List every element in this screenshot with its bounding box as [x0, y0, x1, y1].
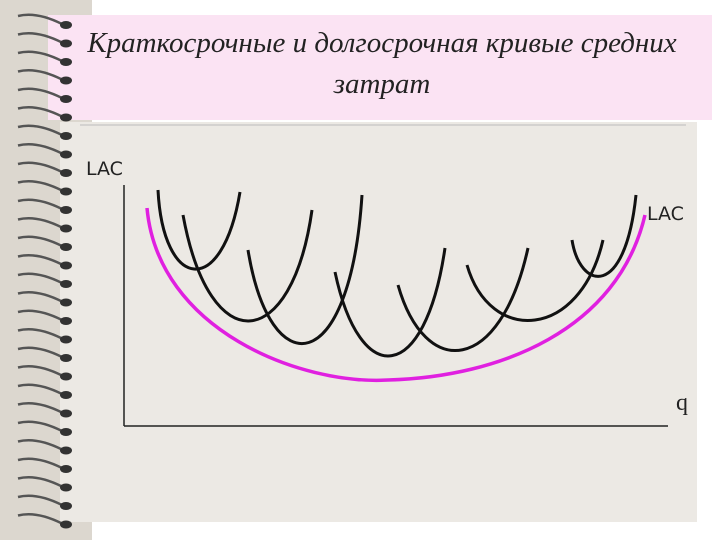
- spiral-ring: [17, 87, 63, 100]
- spiral-hole: [60, 76, 72, 85]
- spiral-ring: [17, 401, 63, 414]
- spiral-ring: [17, 161, 63, 174]
- spiral-hole: [60, 132, 72, 140]
- spiral-hole: [60, 409, 72, 418]
- lac-curve: [145, 207, 647, 383]
- spiral-ring: [17, 346, 63, 359]
- curve-label: LAC: [647, 203, 684, 225]
- spiral-hole: [60, 95, 72, 103]
- spiral-hole: [60, 58, 72, 66]
- spiral-ring: [17, 290, 63, 303]
- spiral-hole: [60, 261, 72, 270]
- spiral-ring: [17, 494, 63, 507]
- y-axis-label: LAC: [86, 158, 123, 180]
- spiral-ring: [17, 124, 63, 137]
- spiral-ring: [17, 438, 63, 451]
- spiral-hole: [60, 224, 72, 233]
- spiral-hole: [60, 502, 72, 510]
- spiral-ring: [17, 364, 63, 377]
- spiral-hole: [60, 280, 72, 288]
- spiral-hole: [60, 372, 72, 381]
- spiral-ring: [17, 142, 63, 155]
- spiral-ring: [17, 50, 63, 63]
- spiral-hole: [60, 169, 72, 177]
- spiral-hole: [60, 391, 72, 399]
- sac-curve: [333, 247, 447, 358]
- spiral-ring: [17, 475, 63, 488]
- spiral-hole: [60, 243, 72, 251]
- spiral-ring: [17, 31, 63, 44]
- spiral-ring: [17, 105, 63, 118]
- x-axis-label: q: [676, 390, 688, 416]
- sac-curve: [156, 189, 242, 271]
- spiral-ring: [17, 253, 63, 266]
- sac-curve: [181, 209, 314, 323]
- sac-curve: [396, 247, 530, 352]
- spiral-ring: [17, 198, 63, 211]
- spiral-ring: [17, 272, 63, 285]
- spiral-hole: [60, 446, 72, 455]
- spiral-ring: [17, 420, 63, 433]
- title-line: Краткосрочные и долгосрочная кривые сред…: [86, 27, 676, 59]
- spiral-hole: [60, 39, 72, 48]
- spiral-hole: [60, 298, 72, 307]
- spiral-ring: [17, 13, 63, 26]
- spiral-ring: [17, 235, 63, 248]
- spiral-ring: [17, 309, 63, 322]
- spiral-hole: [60, 483, 72, 492]
- title-line: затрат: [333, 68, 431, 100]
- spiral-hole: [60, 150, 72, 159]
- spiral-hole: [60, 206, 72, 214]
- spiral-ring: [17, 68, 63, 81]
- spiral-hole: [60, 187, 72, 196]
- spiral-binding: [17, 13, 72, 529]
- sac-curve: [246, 194, 364, 345]
- spiral-ring: [17, 327, 63, 340]
- spiral-hole: [60, 428, 72, 436]
- title-box: [48, 15, 712, 120]
- sac-curve: [570, 194, 638, 278]
- spiral-hole: [60, 335, 72, 344]
- spiral-hole: [60, 465, 72, 473]
- spiral-hole: [60, 21, 72, 29]
- spiral-ring: [17, 457, 63, 470]
- spiral-ring: [17, 383, 63, 396]
- spiral-hole: [60, 317, 72, 325]
- spiral-ring: [17, 179, 63, 192]
- spiral-hole: [60, 113, 72, 122]
- chart-panel: [60, 122, 697, 522]
- spiral-hole: [60, 520, 72, 529]
- spiral-hole: [60, 354, 72, 362]
- spiral-ring: [17, 216, 63, 229]
- spiral-ring: [17, 512, 63, 525]
